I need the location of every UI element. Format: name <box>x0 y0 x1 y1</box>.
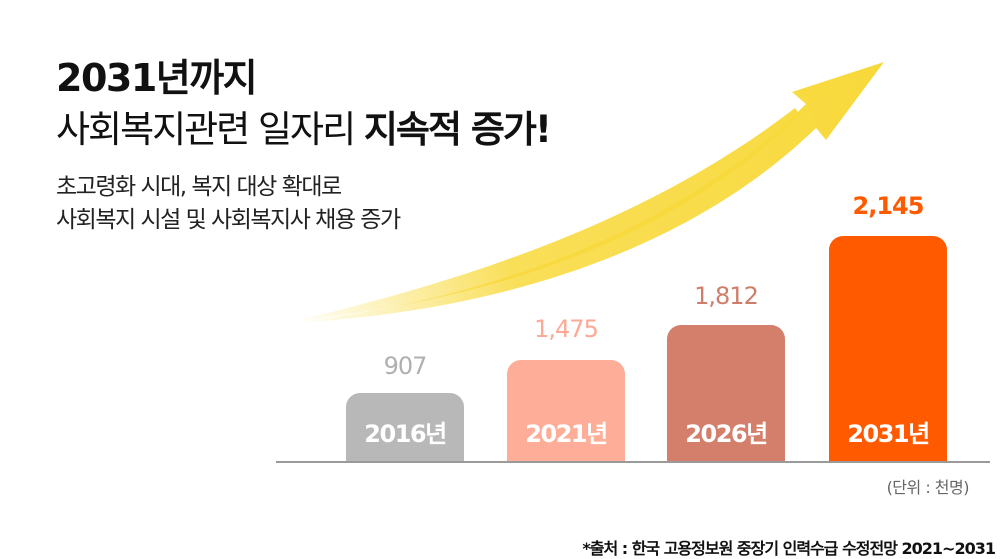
bar-value-2026: 1,812 <box>694 282 759 310</box>
subtitle-line1: 초고령화 시대, 복지 대상 확대로 <box>56 174 342 200</box>
unit-label: (단위 : 천명) <box>886 478 970 497</box>
x-axis-line <box>276 461 990 463</box>
bar-2031: 2031년 <box>829 236 947 461</box>
title-bold-text: 지속적 증가! <box>363 108 552 151</box>
title-normal-text: 사회복지관련 일자리 <box>56 108 364 151</box>
page-title-line2: 사회복지관련 일자리 지속적 증가! <box>56 108 552 152</box>
bar-2021: 2021년 <box>507 360 625 461</box>
page-title: 2031년까지 <box>56 56 258 100</box>
bar-2026: 2026년 <box>667 325 785 461</box>
bar-label-2021: 2021년 <box>525 420 608 448</box>
bar-label-2026: 2026년 <box>685 420 768 448</box>
source-note: *출처 : 한국 고용정보원 중장기 인력수급 수정전망 2021~2031 <box>582 539 996 558</box>
bar-value-2021: 1,475 <box>534 315 599 343</box>
bar-value-2031: 2,145 <box>852 192 925 220</box>
bar-value-2016: 907 <box>383 352 428 380</box>
bar-label-2031: 2031년 <box>847 420 930 448</box>
subtitle-line2: 사회복지 시설 및 사회복지사 채용 증가 <box>56 207 401 233</box>
bar-2016: 2016년 <box>346 393 464 461</box>
bar-label-2016: 2016년 <box>364 420 447 448</box>
